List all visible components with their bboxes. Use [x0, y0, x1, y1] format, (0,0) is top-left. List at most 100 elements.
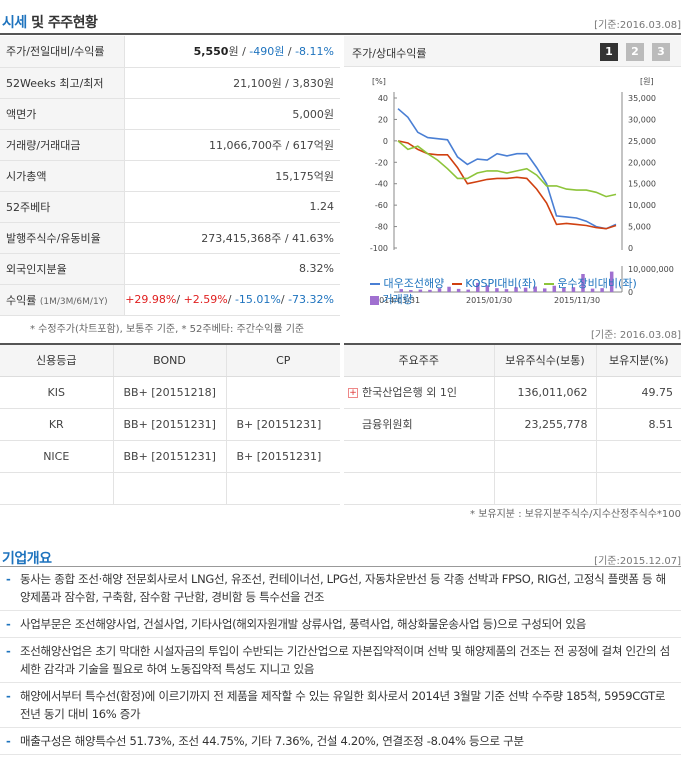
overview-item: - 조선해양산업은 초기 막대한 시설자금의 투입이 수반되는 기간산업으로 자본… [0, 638, 681, 683]
credit-col-header: CP [226, 345, 340, 377]
price-section-title: 시세 및 주주현황 [2, 15, 98, 31]
credit-cp: B+ [20151231] [226, 440, 340, 473]
returns-row: 수익률 (1M/3M/6M/1Y) +29.98%/ +2.59%/ -15.0… [0, 284, 340, 316]
series-line [397, 108, 617, 230]
right-tick-label: 10,000 [628, 201, 656, 210]
chart-panel: 주가/상대수익률 1 2 3 [%] [원] 40 20 0 -20 -40 -60 -80 -1… [344, 36, 681, 314]
overview-title: 기업개요 [2, 551, 52, 567]
credit-agency: KR [0, 408, 114, 441]
holders-col-header: 보유지분(%) [596, 345, 681, 377]
price-note: * 수정주가(차트포함), 보통주 기준, * 52주베타: 주간수익률 기준 [30, 324, 305, 335]
volume-tick-label: 10,000,000 [628, 265, 674, 274]
volume-bar [409, 290, 413, 292]
legend-series-1: 대우조선해양 [383, 277, 445, 290]
row-label: 주가/전일대비/수익률 [0, 36, 126, 68]
volume-bar [533, 286, 537, 292]
holders-table: 주요주주 보유주식수(보통) 보유지분(%) + 한국산업은행 외 1인 136,… [344, 345, 681, 505]
holder-name: + 한국산업은행 외 1인 [344, 376, 495, 409]
holders-row-empty [344, 440, 681, 473]
expand-icon[interactable]: + [348, 388, 358, 398]
credit-table: 신용등급 BOND CP KIS BB+ [20151218] KR BB+ [20… [0, 345, 340, 505]
holder-shares: 136,011,062 [494, 376, 597, 409]
credit-header-row: 신용등급 BOND CP [0, 345, 340, 377]
price-table: 주가/전일대비/수익률 5,550원 / -490원 / -8.11% 52We… [0, 36, 340, 316]
price-row: 주가/전일대비/수익률 5,550원 / -490원 / -8.11% [0, 36, 340, 68]
price-row: 시가총액 15,175억원 [0, 160, 340, 192]
credit-divider [0, 343, 340, 345]
right-axis-unit: [원] [640, 77, 654, 86]
chart-note: [기준: 2016.03.08] [590, 330, 681, 341]
credit-bond: BB+ [20151218] [113, 376, 227, 409]
chart-page-2-button[interactable]: 2 [626, 43, 644, 61]
volume-tick-label: 0 [628, 288, 633, 297]
returns-value: +29.98%/ +2.59%/ -15.01%/ -73.32% [124, 284, 340, 316]
volume-bar [495, 288, 499, 292]
row-label: 52Weeks 최고/최저 [0, 67, 126, 99]
legend-series-2: KOSPI대비(좌) [465, 277, 537, 290]
left-tick-label: -20 [375, 158, 388, 167]
row-label: 거래량/거래대금 [0, 129, 126, 161]
row-value: 273,415,368주 / 41.63% [124, 222, 340, 254]
overview-item: - 매출구성은 해양특수선 51.73%, 조선 44.75%, 기타 7.36%… [0, 728, 681, 755]
chart-page-3-button[interactable]: 3 [652, 43, 670, 61]
volume-bar [504, 289, 509, 292]
volume-bar [523, 287, 528, 292]
volume-bar [428, 289, 432, 292]
credit-row: NICE BB+ [20151231] B+ [20151231] [0, 440, 340, 473]
holders-col-header: 보유주식수(보통) [494, 345, 597, 377]
credit-row-empty [0, 472, 340, 505]
chart-page-1-button[interactable]: 1 [600, 43, 618, 61]
legend-swatch [543, 283, 554, 285]
row-value: 1.24 [124, 191, 340, 223]
volume-bar [485, 285, 490, 292]
left-tick-label: -80 [375, 223, 388, 232]
credit-col-header: BOND [113, 345, 227, 377]
volume-bar [514, 287, 518, 292]
overview-list: - 동사는 종합 조선·해양 전문회사로서 LNG선, 유조선, 컨테이너선, L… [0, 566, 681, 755]
price-row: 52Weeks 최고/최저 21,100원 / 3,830원 [0, 67, 340, 99]
price-row: 외국인지분율 8.32% [0, 253, 340, 285]
volume-bar [437, 288, 442, 292]
credit-col-header: 신용등급 [0, 345, 114, 377]
chart-header: 주가/상대수익률 1 2 3 [344, 36, 681, 67]
holder-name: 금융위원회 [344, 408, 495, 441]
row-value: 8.32% [124, 253, 340, 285]
series-line [397, 140, 617, 198]
overview-item: - 해양에서부터 특수선(함정)에 이르기까지 전 제품을 제작할 수 있는 유일… [0, 683, 681, 728]
credit-cp: B+ [20151231] [226, 408, 340, 441]
right-tick-label: 30,000 [628, 115, 656, 124]
volume-bar [571, 287, 576, 292]
volume-bar [590, 288, 595, 292]
holder-shares: 23,255,778 [494, 408, 597, 441]
row-value: 21,100원 / 3,830원 [124, 67, 340, 99]
credit-agency: NICE [0, 440, 114, 473]
price-section-date: [기준:2016.03.08] [594, 20, 681, 31]
legend-swatch [370, 295, 379, 305]
credit-row: KR BB+ [20151231] B+ [20151231] [0, 408, 340, 441]
credit-bond: BB+ [20151231] [113, 408, 227, 441]
overview-divider [0, 566, 681, 567]
volume-bar [399, 289, 403, 292]
row-label: 액면가 [0, 98, 126, 130]
volume-bar [562, 287, 566, 292]
right-tick-label: 15,000 [628, 180, 656, 189]
volume-bar [466, 289, 470, 292]
right-tick-label: 35,000 [628, 94, 656, 103]
volume-bar [476, 282, 480, 292]
holders-divider [344, 343, 681, 345]
overview-item: - 사업부문은 조선해양사업, 건설사업, 기타사업(해외자원개발 상류사업, 풍… [0, 611, 681, 638]
holders-row: 금융위원회 23,255,778 8.51 [344, 408, 681, 441]
right-tick-label: 20,000 [628, 158, 656, 167]
volume-bar [456, 288, 461, 292]
overview-item: - 동사는 종합 조선·해양 전문회사로서 LNG선, 유조선, 컨테이너선, L… [0, 566, 681, 611]
legend-swatch [451, 283, 462, 285]
x-tick-label: 2015/01/30 [466, 296, 512, 305]
row-label: 52주베타 [0, 191, 126, 223]
row-value: 5,000원 [124, 98, 340, 130]
legend-swatch [370, 283, 380, 285]
holders-row-empty [344, 472, 681, 505]
left-tick-label: 20 [378, 115, 388, 124]
credit-bond: BB+ [20151231] [113, 440, 227, 473]
legend-volume: 거래량 [382, 293, 413, 306]
row-label: 시가총액 [0, 160, 126, 192]
